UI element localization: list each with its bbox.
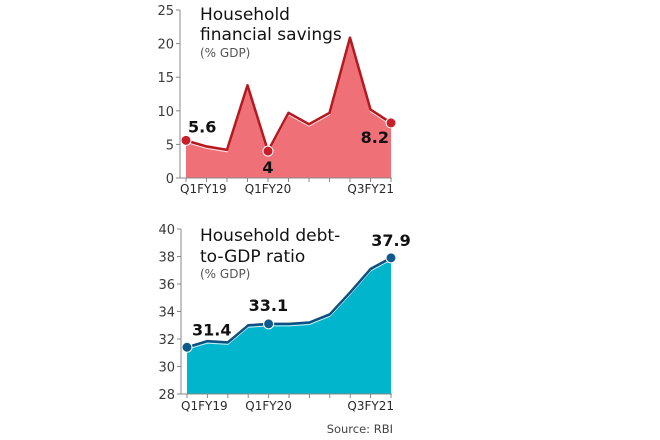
chart-title-line-2: to-GDP ratio bbox=[200, 247, 305, 267]
x-tick-label: Q1FY19 bbox=[181, 399, 228, 413]
y-tick-label: 38 bbox=[158, 251, 175, 266]
y-tick-label: 25 bbox=[157, 4, 174, 19]
source-note: Source: RBI bbox=[327, 422, 393, 436]
data-label: 37.9 bbox=[371, 231, 410, 250]
series-line bbox=[185, 36, 392, 153]
debt-to-gdp-chart: 28 30 32 34 36 38 40 Q1FY19 Q1FY20 Q3FY21 31.4 33.… bbox=[158, 223, 410, 413]
data-point-marker bbox=[385, 252, 397, 264]
chart-title-line-1: Household debt- bbox=[200, 226, 340, 246]
y-tick-label: 5 bbox=[166, 138, 174, 153]
area-highlight bbox=[186, 259, 392, 350]
chart-subtitle: (% GDP) bbox=[200, 46, 250, 60]
y-tick-label: 0 bbox=[166, 172, 174, 187]
y-tick-label: 36 bbox=[158, 278, 175, 293]
y-tick-label: 15 bbox=[157, 71, 174, 86]
x-tick-label: Q3FY21 bbox=[347, 399, 394, 413]
y-tick-label: 30 bbox=[158, 361, 175, 376]
financial-savings-chart: 0 5 10 15 20 25 Q1FY19 Q1FY20 Q3FY21 5.6 4 8.2 Hou… bbox=[157, 4, 397, 196]
data-point-marker bbox=[262, 145, 274, 157]
data-label: 4 bbox=[262, 158, 273, 177]
data-point-marker bbox=[181, 341, 193, 353]
series-line bbox=[186, 256, 392, 349]
data-label: 8.2 bbox=[361, 128, 389, 147]
y-tick-label: 34 bbox=[158, 306, 175, 321]
area-fill bbox=[186, 37, 391, 178]
chart-title-line-2: financial savings bbox=[200, 25, 342, 45]
x-tick-label: Q3FY21 bbox=[347, 182, 394, 196]
y-tick-label: 32 bbox=[158, 333, 175, 348]
data-point-marker bbox=[385, 117, 397, 129]
data-point-marker bbox=[263, 318, 275, 330]
data-label: 5.6 bbox=[188, 117, 216, 136]
y-tick-label: 10 bbox=[157, 105, 174, 120]
chart-subtitle: (% GDP) bbox=[200, 267, 250, 281]
data-point-marker bbox=[180, 134, 192, 146]
data-label: 31.4 bbox=[192, 320, 231, 339]
data-label: 33.1 bbox=[249, 296, 288, 315]
y-tick-label: 40 bbox=[158, 223, 175, 238]
x-tick-label: Q1FY19 bbox=[180, 182, 227, 196]
chart-title-line-1: Household bbox=[200, 5, 290, 25]
y-tick-label: 28 bbox=[158, 388, 175, 403]
x-tick-label: Q1FY20 bbox=[245, 182, 292, 196]
x-tick-label: Q1FY20 bbox=[245, 399, 292, 413]
y-tick-label: 20 bbox=[157, 38, 174, 53]
